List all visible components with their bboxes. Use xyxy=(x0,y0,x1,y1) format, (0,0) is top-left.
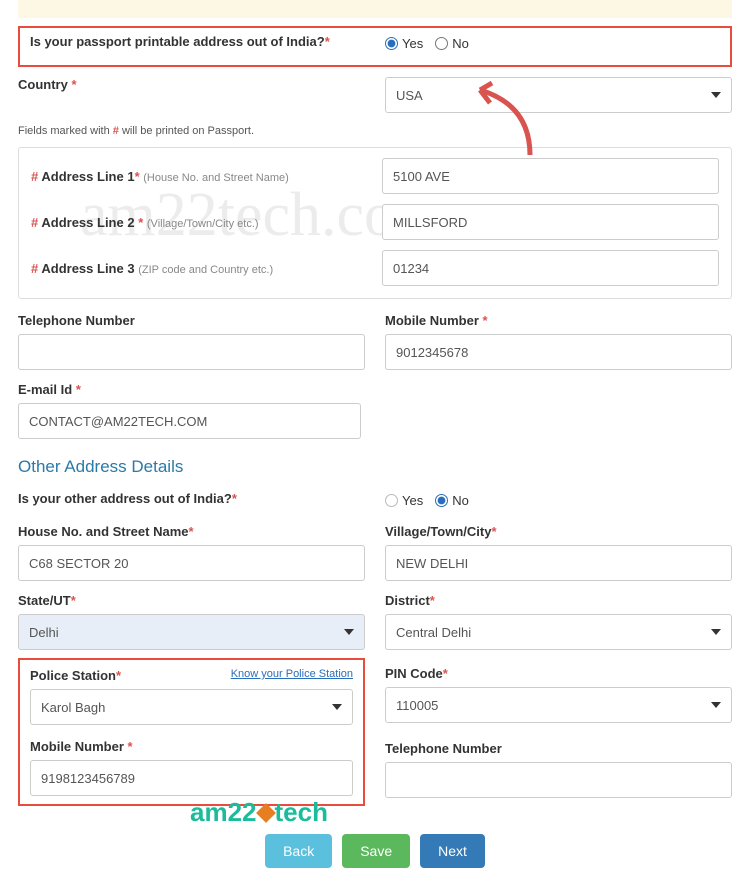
know-police-link[interactable]: Know your Police Station xyxy=(231,668,353,680)
mob2-input[interactable] xyxy=(30,760,353,796)
radio-yes-label: Yes xyxy=(402,36,423,51)
addr3-input[interactable] xyxy=(382,250,719,286)
tel2-label: Telephone Number xyxy=(385,741,732,756)
district-label: District* xyxy=(385,593,732,608)
country-select[interactable]: USA xyxy=(385,77,732,113)
village-label: Village/Town/City* xyxy=(385,524,732,539)
state-select[interactable]: Delhi xyxy=(18,614,365,650)
tel-input[interactable] xyxy=(18,334,365,370)
pin-label: PIN Code* xyxy=(385,666,732,681)
other-radio-yes[interactable]: Yes xyxy=(385,493,423,508)
other-radio-yes-input[interactable] xyxy=(385,494,398,507)
village-input[interactable] xyxy=(385,545,732,581)
radio-no-label: No xyxy=(452,36,469,51)
country-label: Country * xyxy=(18,77,365,92)
address-block: # Address Line 1* (House No. and Street … xyxy=(18,147,732,299)
other-address-title: Other Address Details xyxy=(18,457,732,477)
hash-note: Fields marked with # will be printed on … xyxy=(18,125,732,137)
mob-label: Mobile Number * xyxy=(385,313,732,328)
addr2-label: # Address Line 2 * (Village/Town/City et… xyxy=(31,215,368,230)
next-button[interactable]: Next xyxy=(420,834,485,868)
banner xyxy=(18,0,732,18)
printable-address-label: Is your passport printable address out o… xyxy=(30,34,365,49)
mob2-label: Mobile Number * xyxy=(30,739,353,754)
mob-input[interactable] xyxy=(385,334,732,370)
other-radio-no-input[interactable] xyxy=(435,494,448,507)
radio-no-input[interactable] xyxy=(435,37,448,50)
house-input[interactable] xyxy=(18,545,365,581)
radio-no[interactable]: No xyxy=(435,36,469,51)
other-radio-no[interactable]: No xyxy=(435,493,469,508)
tel-label: Telephone Number xyxy=(18,313,365,328)
addr1-label: # Address Line 1* (House No. and Street … xyxy=(31,169,368,184)
house-label: House No. and Street Name* xyxy=(18,524,365,539)
printable-address-box: Is your passport printable address out o… xyxy=(18,26,732,67)
police-mobile-box: Police Station* Know your Police Station… xyxy=(18,658,365,806)
radio-yes-input[interactable] xyxy=(385,37,398,50)
printable-address-radios: Yes No xyxy=(385,34,720,51)
state-label: State/UT* xyxy=(18,593,365,608)
addr1-input[interactable] xyxy=(382,158,719,194)
email-label: E-mail Id * xyxy=(18,382,732,397)
addr2-input[interactable] xyxy=(382,204,719,240)
button-row: Back Save Next xyxy=(18,834,732,868)
other-radio-yes-label: Yes xyxy=(402,493,423,508)
other-address-radios: Yes No xyxy=(385,491,732,508)
tel2-input[interactable] xyxy=(385,762,732,798)
district-select[interactable]: Central Delhi xyxy=(385,614,732,650)
other-address-label: Is your other address out of India?* xyxy=(18,491,365,506)
police-label: Police Station* Know your Police Station xyxy=(30,668,353,683)
radio-yes[interactable]: Yes xyxy=(385,36,423,51)
addr3-label: # Address Line 3 (ZIP code and Country e… xyxy=(31,261,368,276)
save-button[interactable]: Save xyxy=(342,834,410,868)
back-button[interactable]: Back xyxy=(265,834,332,868)
pin-select[interactable]: 110005 xyxy=(385,687,732,723)
police-select[interactable]: Karol Bagh xyxy=(30,689,353,725)
other-radio-no-label: No xyxy=(452,493,469,508)
email-input[interactable] xyxy=(18,403,361,439)
